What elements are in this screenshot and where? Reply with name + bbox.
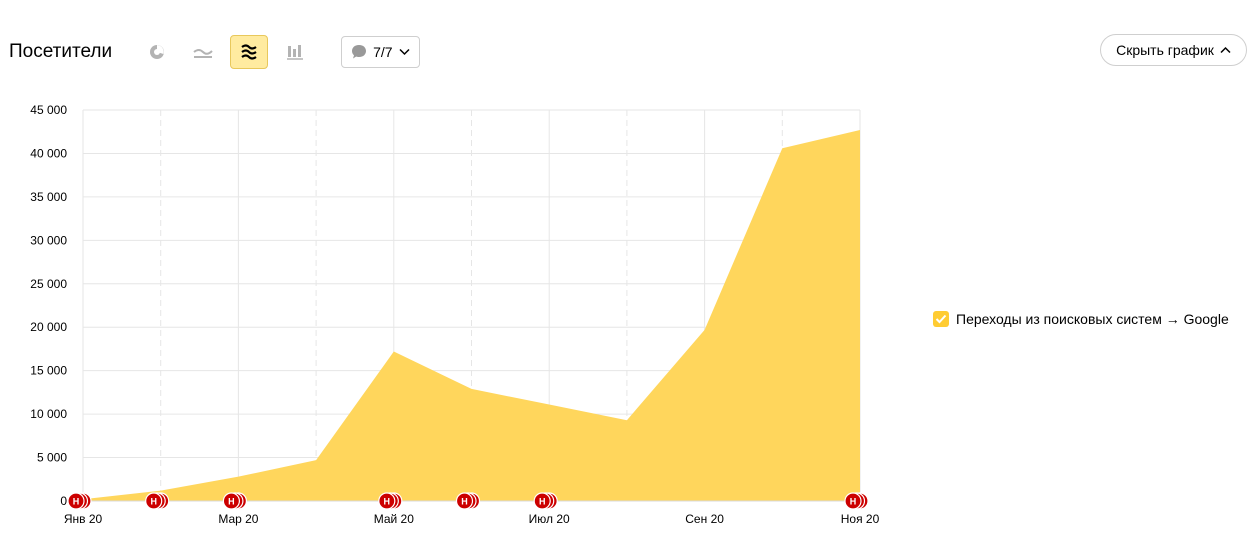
area-series [83,129,860,502]
svg-text:Н: Н [539,497,546,507]
x-tick-label: Мар 20 [218,512,258,526]
note-marker[interactable]: Н [145,492,170,510]
svg-text:Н: Н [73,497,80,507]
legend-label: Переходы из поисковых систем → Google [956,311,1229,327]
note-marker[interactable]: Н [533,492,558,510]
bar-chart-icon [287,45,304,60]
chart-toolbar: Посетители 7/7 [9,34,420,70]
note-marker[interactable]: Н [222,492,247,510]
y-tick-label: 10 000 [30,407,67,421]
x-tick-label: Май 20 [374,512,415,526]
x-tick-label: Июл 20 [529,512,570,526]
svg-text:Н: Н [461,497,468,507]
chevron-up-icon [1220,46,1231,54]
pie-chart-icon [150,45,165,59]
y-tick-label: 15 000 [30,364,67,378]
y-tick-label: 5 000 [37,451,67,465]
line-chart-button[interactable] [184,35,222,69]
note-marker[interactable]: Н [67,492,92,510]
note-marker[interactable]: Н [844,492,869,510]
bar-chart-button[interactable] [276,35,314,69]
y-tick-label: 35 000 [30,190,67,204]
stacked-area-icon [241,44,257,60]
y-tick-label: 20 000 [30,320,67,334]
note-marker[interactable]: Н [455,492,481,510]
svg-text:Н: Н [228,497,235,507]
stacked-area-button[interactable] [230,35,269,69]
comment-icon [352,45,367,59]
pie-chart-button[interactable] [138,35,176,69]
legend-item[interactable]: Переходы из поисковых систем → Google [933,311,1229,327]
area-chart: 0 5 000 10 000 15 000 20 000 25 000 30 000 35 0… [30,103,880,526]
svg-text:Н: Н [150,497,157,507]
x-tick-label: Сен 20 [685,512,724,526]
x-tick-label: Янв 20 [64,512,103,526]
hide-chart-button[interactable]: Скрыть график [1100,34,1247,66]
x-tick-label: Ноя 20 [841,512,880,526]
checkmark-icon [935,314,947,324]
note-marker[interactable]: Н [378,492,403,510]
page-title: Посетители [9,41,113,62]
svg-text:Н: Н [384,497,391,507]
line-chart-icon [193,49,213,58]
y-tick-label: 45 000 [30,103,67,117]
hide-chart-label: Скрыть график [1116,42,1214,58]
y-tick-label: 0 [60,494,67,508]
legend-checkbox[interactable] [933,311,949,327]
chevron-down-icon [399,48,410,56]
svg-text:Н: Н [850,497,857,507]
y-tick-label: 40 000 [30,146,67,160]
notes-count: 7/7 [373,44,393,60]
notes-button[interactable]: 7/7 [341,36,420,68]
y-tick-label: 25 000 [30,277,67,291]
y-tick-label: 30 000 [30,233,67,247]
